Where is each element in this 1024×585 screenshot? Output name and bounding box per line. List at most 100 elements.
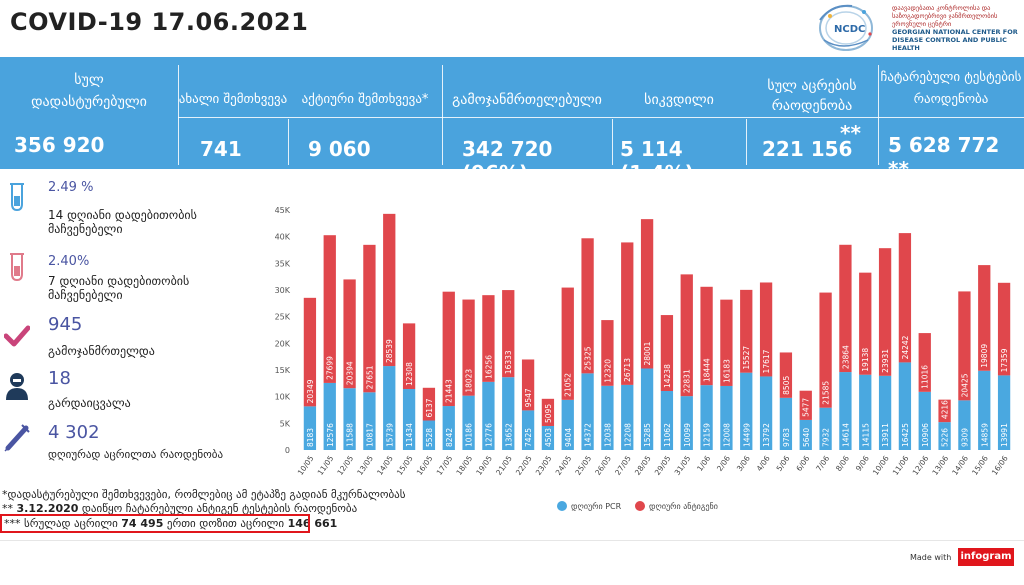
bar-antigen	[303, 297, 317, 407]
bar-pcr	[502, 377, 515, 450]
x-tick-label: 5/06	[775, 454, 792, 473]
ncdc-abbr: NCDC	[834, 24, 865, 35]
y-tick-label: 10K	[275, 393, 291, 402]
antigen-value-label: 28001	[643, 341, 652, 365]
antigen-value-label: 21052	[564, 373, 573, 397]
daily-tests-chart: 0 5K 10K 15K 20K 25K 30K 35K 40K 45K 8183 20349 125…	[275, 206, 1011, 511]
footnote-vaccinated: *** სრულად აცრილი 74 495 ერთი დოზით აცრი…	[4, 517, 337, 530]
pcr-value-label: 10186	[465, 423, 474, 447]
pcr-value-label: 13991	[1000, 423, 1009, 447]
x-tick-label: 13/05	[355, 454, 375, 477]
y-tick-label: 0	[285, 446, 290, 455]
bar-pcr	[958, 400, 971, 450]
bar-antigen	[700, 286, 713, 386]
bar-antigen	[343, 279, 356, 389]
stat-label: რაოდენობა	[771, 98, 853, 114]
antigen-value-label: 12320	[603, 359, 612, 383]
pcr-value-label: 13652	[504, 423, 513, 447]
x-tick-label: 16/06	[990, 454, 1010, 477]
pcr-value-label: 7932	[822, 428, 831, 447]
stat-label: გამოჯანმრთელებული	[452, 92, 602, 108]
bar-pcr	[422, 420, 436, 450]
page-title: COVID-19 17.06.2021	[10, 8, 309, 36]
antigen-value-label: 14238	[663, 364, 672, 388]
bar-pcr	[621, 384, 634, 450]
vaccinated-today-label: დღიურად აცრილთა რაოდენობა	[48, 448, 224, 461]
made-with-label: Made with	[910, 553, 952, 562]
bar-antigen	[383, 213, 396, 367]
stat-label: ჩატარებული ტესტების	[880, 70, 1022, 85]
side-positivity-7: 2.40% 7 დღიანი დადებითობის მაჩვენებელი	[0, 252, 260, 308]
ncdc-logo: NCDC დაავადებათა კონტროლისა და საზოგადოე…	[812, 0, 1024, 55]
stat-value: 5 628 772 **	[888, 133, 1000, 181]
positivity-14-label: მაჩვენებელი	[48, 222, 123, 236]
bar-antigen	[482, 295, 495, 382]
x-tick-label: 17/05	[435, 454, 455, 477]
antigen-value-label: 15527	[742, 346, 751, 370]
antigen-value-label: 20349	[306, 379, 315, 403]
antigen-value-label: 20425	[960, 373, 969, 397]
bar-pcr	[343, 388, 356, 450]
antigen-value-label: 9547	[524, 388, 533, 407]
bar-pcr	[839, 372, 852, 450]
x-tick-label: 12/06	[911, 454, 931, 477]
antigen-value-label: 22831	[683, 369, 692, 393]
y-tick-label: 15K	[275, 366, 291, 375]
pcr-value-label: 14115	[861, 423, 870, 447]
antigen-value-label: 17359	[1000, 348, 1009, 372]
pcr-value-label: 10817	[365, 423, 374, 447]
bar-antigen	[898, 233, 912, 363]
pcr-value-label: 8183	[306, 428, 315, 447]
side-deaths: 18 გარდაიცვალა	[0, 366, 260, 416]
positivity-7-label: 7 დღიანი დადებითობის	[48, 274, 190, 288]
footer-divider	[0, 540, 1024, 541]
stat-deaths: სიკვდილი 5 114 (1.4%)	[612, 57, 746, 185]
antigen-value-label: 17617	[762, 349, 771, 373]
footnote-text: დაიწყო ჩატარებული ანტიგენ ტესტების რაოდე…	[78, 502, 358, 515]
stat-label: სულ აცრების	[767, 78, 857, 94]
stat-new-cases: ახალი შემთხვევა 741	[178, 57, 288, 169]
band-divider	[442, 65, 443, 165]
bar-antigen	[462, 299, 475, 396]
pcr-value-label: 15739	[385, 423, 394, 447]
recovered-today-value: 945	[48, 314, 83, 335]
side-vaccinated: 4 302 დღიურად აცრილთა რაოდენობა	[0, 420, 260, 468]
footnote-text: ერთი დოზით აცრილი	[163, 517, 288, 530]
fully-vaccinated-count: 74 495	[121, 517, 164, 530]
pcr-value-label: 4503	[544, 428, 553, 447]
x-tick-label: 21/05	[494, 454, 514, 477]
bar-antigen	[601, 320, 614, 386]
pcr-value-label: 9309	[960, 428, 969, 447]
bar-antigen	[779, 352, 793, 398]
x-tick-label: 15/05	[395, 454, 415, 477]
bar-antigen	[938, 399, 951, 423]
bar-pcr	[779, 397, 793, 450]
x-tick-label: 4/06	[755, 454, 772, 473]
y-tick-label: 5K	[280, 419, 291, 428]
bar-antigen	[363, 244, 376, 393]
pcr-value-label: 14499	[742, 423, 751, 447]
stat-tests: ჩატარებული ტესტების რაოდენობა 5 628 772 …	[878, 57, 1024, 181]
antigen-value-label: 20394	[346, 361, 355, 385]
antigen-value-label: 21443	[445, 379, 454, 403]
bar-pcr	[700, 385, 713, 450]
pcr-value-label: 12038	[603, 423, 612, 447]
x-tick-label: 11/05	[316, 454, 336, 477]
antigen-value-label: 8505	[782, 376, 791, 395]
footnote-date: 3.12.2020	[16, 502, 79, 515]
test-tube-icon	[10, 183, 24, 212]
legend-swatch	[557, 501, 567, 511]
bar-antigen	[621, 242, 634, 385]
pcr-value-label: 11062	[663, 423, 672, 447]
bar-antigen	[521, 359, 535, 411]
side-recovered: 945 გამოჯანმრთელდა	[0, 314, 260, 364]
pcr-value-label: 9783	[782, 428, 791, 447]
bar-pcr	[898, 362, 912, 450]
stat-active-cases: აქტიური შემთხვევა* 9 060	[288, 57, 442, 169]
pcr-value-label: 11588	[346, 423, 355, 447]
pcr-value-label: 7425	[524, 428, 533, 447]
infogram-link[interactable]: infogram	[958, 548, 1014, 566]
stat-label: დადასტურებული	[31, 94, 147, 110]
antigen-value-label: 16333	[504, 350, 513, 374]
